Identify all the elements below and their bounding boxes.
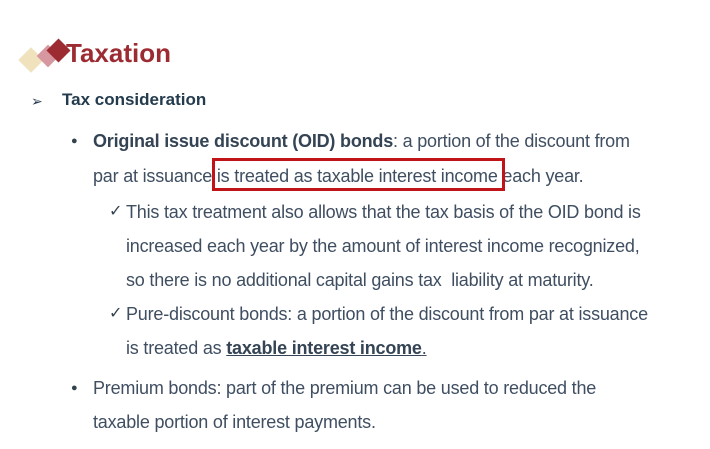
title-diamonds-icon xyxy=(8,34,71,80)
arrow-bullet-icon: ➢ xyxy=(31,93,43,109)
oid-line-2-pre: par at issuance xyxy=(93,166,217,186)
check2-line-2: is treated as taxable interest income. xyxy=(126,336,427,360)
premium-line-2: taxable portion of interest payments. xyxy=(93,412,376,432)
check-icon: ✓ xyxy=(109,305,123,322)
underlined-bold-text: taxable interest income xyxy=(226,338,422,358)
bullet-dot-icon: ● xyxy=(71,135,78,147)
slide-title: Taxation xyxy=(66,38,171,68)
section-heading: Tax consideration xyxy=(62,90,207,109)
check2-line-1: Pure-discount bonds: a portion of the di… xyxy=(126,304,648,324)
bullet-dot-icon: ● xyxy=(71,382,78,394)
premium-line-1: Premium bonds: part of the premium can b… xyxy=(93,378,597,398)
oid-line-1: Original issue discount (OID) bonds: a p… xyxy=(93,129,630,153)
check1-line-1: This tax treatment also allows that the … xyxy=(126,202,641,222)
check-icon: ✓ xyxy=(109,203,123,220)
check1-line-3: so there is no additional capital gains … xyxy=(126,270,594,290)
check2-line-2-pre: is treated as xyxy=(126,338,227,358)
oid-bold-lead: Original issue discount (OID) bonds xyxy=(93,131,394,151)
underlined-period: . xyxy=(421,338,427,358)
red-highlight-box: is treated as taxable interest income xyxy=(216,166,498,186)
check1-line-2: increased each year by the amount of int… xyxy=(126,236,640,256)
oid-line-2-post: each year. xyxy=(497,166,584,186)
oid-line-1-rest: : a portion of the discount from xyxy=(393,131,630,151)
oid-line-2: par at issuance is treated as taxable in… xyxy=(93,164,584,188)
